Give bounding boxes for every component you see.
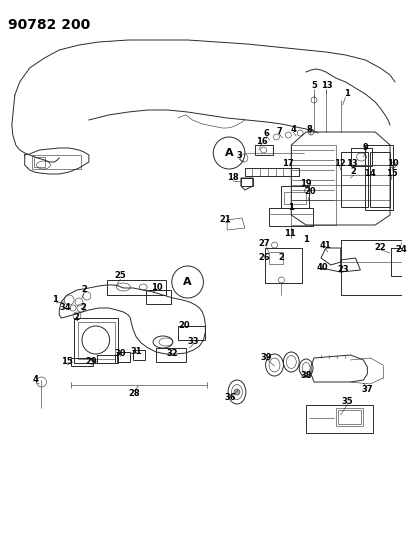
Text: 30: 30 — [115, 349, 126, 358]
Text: 10: 10 — [151, 282, 163, 292]
Text: 2: 2 — [81, 286, 87, 295]
Text: 31: 31 — [131, 348, 142, 357]
Text: A: A — [183, 277, 192, 287]
Text: 3: 3 — [236, 151, 242, 160]
Text: 39: 39 — [261, 352, 272, 361]
Text: 90782 200: 90782 200 — [8, 18, 90, 32]
Bar — [71, 358, 93, 366]
Text: 11: 11 — [284, 229, 296, 238]
Bar — [78, 322, 114, 359]
Text: 17: 17 — [282, 159, 294, 168]
Bar — [306, 405, 373, 433]
Bar — [156, 348, 186, 362]
Bar — [365, 145, 393, 210]
Text: 33: 33 — [188, 336, 199, 345]
Text: 40: 40 — [316, 263, 328, 272]
Bar — [146, 290, 171, 304]
Text: 34: 34 — [59, 303, 71, 312]
Text: 35: 35 — [342, 398, 353, 407]
Text: 21: 21 — [219, 215, 231, 224]
Text: 9: 9 — [363, 143, 368, 152]
Bar — [97, 355, 114, 363]
Text: 14: 14 — [364, 168, 376, 177]
Bar — [241, 178, 253, 186]
Bar — [336, 408, 363, 426]
Text: 41: 41 — [320, 241, 332, 251]
Text: 26: 26 — [259, 254, 271, 262]
Text: 8: 8 — [306, 125, 312, 133]
Circle shape — [234, 389, 240, 395]
Text: 16: 16 — [256, 136, 267, 146]
Text: 20: 20 — [304, 187, 316, 196]
Text: 36: 36 — [224, 393, 236, 402]
Text: 12: 12 — [334, 158, 346, 167]
Bar — [245, 168, 299, 176]
Bar — [341, 152, 368, 207]
Text: 1: 1 — [344, 90, 350, 99]
Text: 5: 5 — [311, 82, 317, 91]
Text: 1: 1 — [53, 295, 58, 304]
Text: 1: 1 — [303, 236, 309, 245]
Text: 6: 6 — [264, 128, 269, 138]
Text: 2: 2 — [350, 167, 357, 176]
Bar — [291, 145, 336, 225]
Text: 38: 38 — [300, 370, 312, 379]
Text: 28: 28 — [129, 389, 140, 398]
Bar — [269, 208, 313, 226]
Text: 7: 7 — [277, 126, 282, 135]
Text: 10: 10 — [387, 158, 399, 167]
Bar — [284, 192, 306, 204]
Text: 29: 29 — [85, 358, 96, 367]
Text: 13: 13 — [346, 158, 357, 167]
Bar — [33, 157, 46, 167]
Bar — [338, 410, 361, 424]
Text: 32: 32 — [166, 349, 177, 358]
Bar — [107, 280, 166, 295]
Text: 37: 37 — [361, 385, 373, 394]
Bar — [255, 145, 273, 155]
Bar — [281, 186, 309, 208]
Bar — [341, 240, 407, 295]
Text: 2: 2 — [80, 303, 86, 312]
Text: 23: 23 — [338, 265, 350, 274]
Text: 25: 25 — [115, 271, 126, 280]
Text: 4: 4 — [290, 125, 296, 133]
Text: A: A — [225, 148, 233, 158]
Text: 24: 24 — [395, 246, 407, 254]
Bar — [269, 252, 283, 264]
Text: 27: 27 — [259, 239, 271, 248]
Text: 13: 13 — [321, 82, 333, 91]
Bar — [350, 148, 372, 166]
Text: 18: 18 — [227, 174, 239, 182]
Text: 20: 20 — [179, 320, 190, 329]
Bar — [370, 152, 390, 207]
Bar — [32, 155, 81, 169]
Bar — [74, 318, 118, 363]
Bar — [133, 350, 145, 360]
Text: 22: 22 — [374, 243, 386, 252]
Bar — [391, 248, 407, 276]
Text: 1: 1 — [289, 203, 294, 212]
Bar — [178, 326, 206, 340]
Text: 4: 4 — [33, 376, 39, 384]
Text: 2: 2 — [73, 313, 79, 322]
Text: 15: 15 — [61, 358, 73, 367]
Text: 2: 2 — [278, 254, 284, 262]
Text: 19: 19 — [300, 179, 312, 188]
Bar — [116, 352, 130, 362]
Text: 15: 15 — [386, 168, 398, 177]
Bar — [265, 248, 302, 283]
